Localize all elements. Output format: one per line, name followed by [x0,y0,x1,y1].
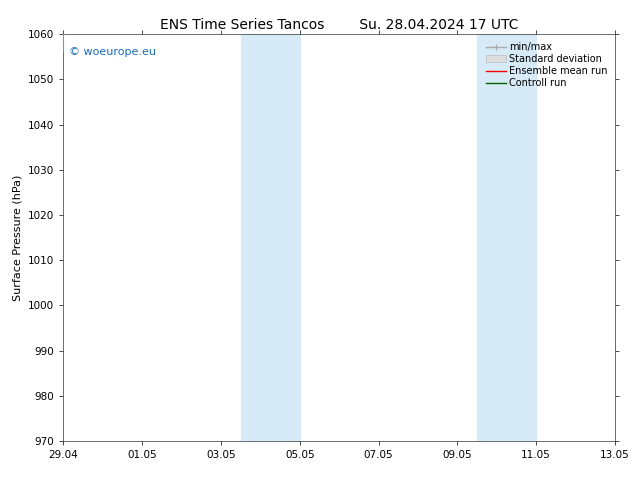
Title: ENS Time Series Tancos        Su. 28.04.2024 17 UTC: ENS Time Series Tancos Su. 28.04.2024 17… [160,18,519,32]
Bar [477,34,536,441]
Legend: min/max, Standard deviation, Ensemble mean run, Controll run: min/max, Standard deviation, Ensemble me… [483,39,610,91]
Bar [241,34,300,441]
Text: © woeurope.eu: © woeurope.eu [69,47,156,56]
Y-axis label: Surface Pressure (hPa): Surface Pressure (hPa) [13,174,23,301]
